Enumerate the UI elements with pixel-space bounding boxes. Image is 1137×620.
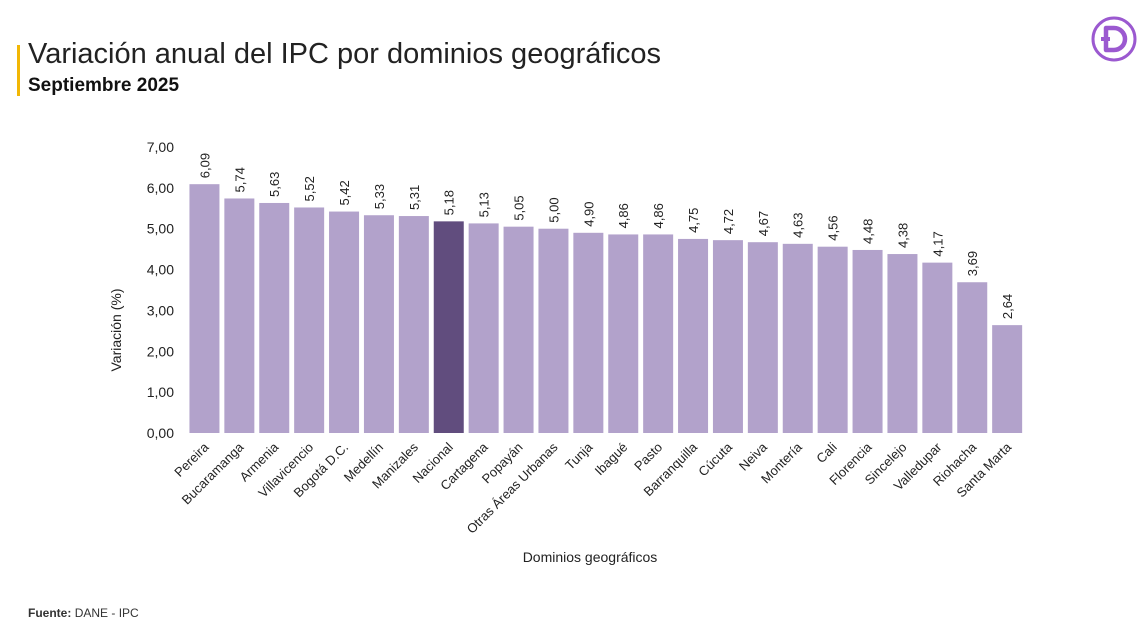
bars (189, 184, 1023, 433)
bar-riohacha (957, 282, 988, 433)
y-axis-title: Variación (%) (108, 289, 124, 372)
bar-cali (817, 246, 848, 433)
value-label: 4,63 (791, 213, 806, 238)
value-label: 4,67 (756, 211, 771, 236)
bar-pereira (189, 184, 220, 433)
value-label: 4,72 (721, 209, 736, 234)
x-axis-title: Dominios geográficos (523, 549, 658, 565)
value-label: 4,48 (861, 219, 876, 244)
x-tick-label: Ibagué (592, 440, 631, 479)
bar-armenia (259, 202, 290, 433)
value-label: 5,18 (442, 190, 457, 215)
source-label: Fuente: (28, 606, 72, 620)
bar-bucaramanga (224, 198, 255, 433)
bar-villavicencio (294, 207, 325, 433)
bar-montería (782, 243, 813, 433)
bar-sincelejo (887, 254, 918, 433)
value-label: 4,86 (651, 203, 666, 228)
value-label: 4,38 (895, 223, 910, 248)
value-label: 6,09 (197, 153, 212, 178)
y-tick-label: 0,00 (147, 425, 174, 441)
bar-neiva (747, 242, 778, 433)
value-label: 3,69 (965, 251, 980, 276)
page-subtitle: Septiembre 2025 (28, 75, 180, 96)
bar-cartagena (468, 223, 499, 433)
value-label: 4,75 (686, 208, 701, 233)
bar-popayán (503, 226, 534, 433)
page-title: Variación anual del IPC por dominios geo… (28, 38, 661, 70)
value-label: 4,17 (930, 231, 945, 256)
bar-pasto (643, 234, 674, 433)
bar-florencia (852, 249, 883, 433)
value-label: 5,31 (407, 185, 422, 210)
x-tick-label: Cali (813, 439, 840, 466)
bar-nacional (433, 221, 464, 433)
x-axis-labels: PereiraBucaramangaArmeniaVillavicencioBo… (171, 439, 1014, 536)
source-text: DANE - IPC (74, 606, 139, 620)
y-tick-label: 2,00 (147, 343, 174, 359)
value-label: 4,86 (616, 203, 631, 228)
value-label: 5,00 (546, 197, 561, 222)
y-tick-label: 3,00 (147, 302, 174, 318)
title-accent-bar (17, 45, 20, 96)
value-label: 5,74 (232, 167, 247, 192)
bar-tunja (573, 232, 604, 433)
value-label: 5,13 (477, 192, 492, 217)
bar-cúcuta (712, 240, 743, 433)
value-label: 5,05 (512, 195, 527, 220)
value-label: 4,90 (581, 201, 596, 226)
y-tick-label: 5,00 (147, 221, 174, 237)
bar-otras-áreas-urbanas (538, 228, 569, 433)
value-label: 5,33 (372, 184, 387, 209)
y-tick-label: 6,00 (147, 180, 174, 196)
value-label: 4,56 (826, 215, 841, 240)
bar-bogotá-d-c- (329, 211, 360, 433)
value-label: 2,64 (1000, 294, 1015, 319)
y-tick-label: 4,00 (147, 262, 174, 278)
bar-manizales (398, 216, 429, 433)
bar-valledupar (922, 262, 953, 433)
value-label: 5,63 (267, 172, 282, 197)
value-label: 5,52 (302, 176, 317, 201)
bar-santa-marta (992, 325, 1023, 433)
bar-barranquilla (678, 238, 709, 433)
bar-medellín (363, 215, 394, 433)
dane-d-logo-icon (1091, 16, 1137, 62)
value-label: 5,42 (337, 180, 352, 205)
y-tick-label: 1,00 (147, 384, 174, 400)
y-axis: 0,00 1,00 2,00 3,00 4,00 5,00 6,00 7,00 (147, 139, 174, 441)
source-footer: Fuente: DANE - IPC (28, 606, 139, 620)
bar-ibagué (608, 234, 639, 433)
y-tick-label: 7,00 (147, 139, 174, 155)
x-tick-label: Cúcuta (695, 439, 735, 479)
value-labels: 6,09 5,74 5,63 5,52 5,42 5,33 5,31 5,18 5,13 5,05… (197, 153, 1015, 319)
